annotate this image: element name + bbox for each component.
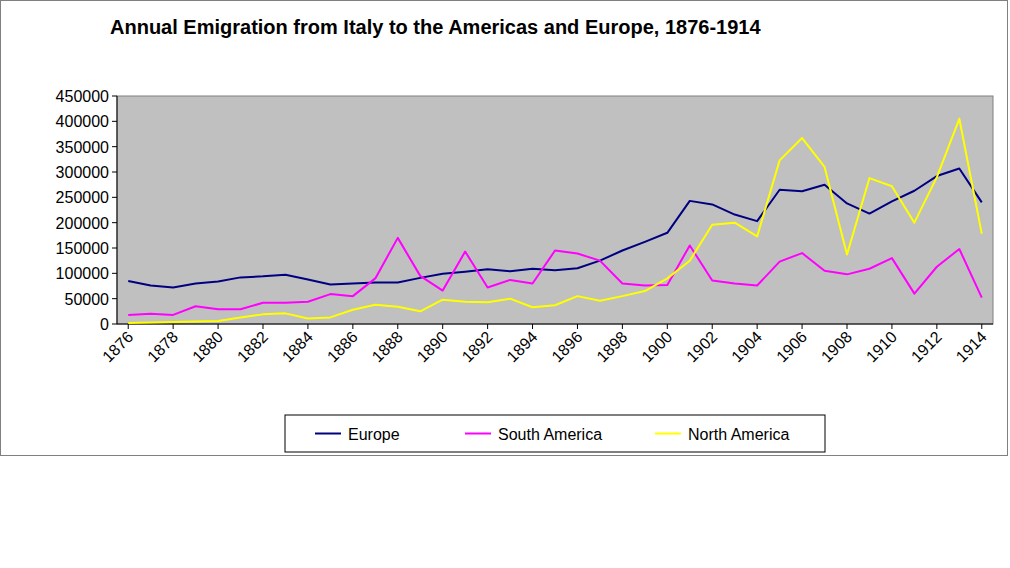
y-tick-label: 0 (100, 316, 109, 333)
y-tick (112, 298, 117, 299)
y-tick (112, 222, 117, 223)
x-tick (263, 324, 264, 329)
x-tick (667, 324, 668, 329)
plot-area (117, 96, 993, 324)
x-axis (117, 324, 993, 325)
y-tick-label: 100000 (56, 265, 109, 282)
x-tick-label: 1908 (818, 328, 855, 365)
y-tick-label: 450000 (56, 88, 109, 105)
y-tick (112, 121, 117, 122)
y-tick (112, 248, 117, 249)
x-tick (712, 324, 713, 329)
x-tick-label: 1890 (414, 328, 451, 365)
x-tick-label: 1912 (908, 328, 945, 365)
x-tick (802, 324, 803, 329)
y-tick-label: 300000 (56, 164, 109, 181)
x-tick (173, 324, 174, 329)
legend-swatch (465, 433, 491, 435)
legend-label: North America (688, 426, 789, 443)
x-tick (352, 324, 353, 329)
x-tick (847, 324, 848, 329)
x-tick-label: 1884 (279, 328, 316, 365)
x-tick (532, 324, 533, 329)
chart-frame (1, 1, 1008, 456)
x-tick (218, 324, 219, 329)
x-tick (891, 324, 892, 329)
y-tick-label: 50000 (65, 291, 110, 308)
y-tick (112, 197, 117, 198)
x-tick-label: 1904 (728, 328, 765, 365)
y-tick-label: 400000 (56, 113, 109, 130)
x-tick (442, 324, 443, 329)
series-line (128, 119, 982, 323)
y-tick-label: 250000 (56, 189, 109, 206)
y-tick-label: 150000 (56, 240, 109, 257)
legend-label: Europe (348, 426, 400, 443)
x-tick-label: 1900 (638, 328, 675, 365)
legend-label: South America (498, 426, 602, 443)
x-tick-label: 1882 (234, 328, 271, 365)
x-tick (622, 324, 623, 329)
y-tick-label: 200000 (56, 215, 109, 232)
x-tick-label: 1894 (503, 328, 540, 365)
x-tick-label: 1878 (144, 328, 181, 365)
x-tick-label: 1886 (324, 328, 361, 365)
x-tick (128, 324, 129, 329)
x-tick-label: 1888 (369, 328, 406, 365)
series-group (128, 119, 982, 323)
x-tick (307, 324, 308, 329)
x-tick-label: 1906 (773, 328, 810, 365)
legend-swatch (315, 433, 341, 435)
x-tick (981, 324, 982, 329)
x-tick-label: 1896 (548, 328, 585, 365)
legend-swatch (655, 433, 681, 435)
y-tick (112, 172, 117, 173)
y-axis (117, 96, 118, 324)
x-tick-label: 1892 (459, 328, 496, 365)
x-tick-label: 1910 (863, 328, 900, 365)
x-tick-label: 1898 (593, 328, 630, 365)
series-line (128, 168, 982, 287)
title: Annual Emigration from Italy to the Amer… (110, 16, 761, 38)
y-tick (112, 273, 117, 274)
x-tick (757, 324, 758, 329)
x-tick (397, 324, 398, 329)
background (0, 0, 1010, 568)
x-tick (936, 324, 937, 329)
x-tick-label: 1914 (953, 328, 990, 365)
chart: Annual Emigration from Italy to the Amer… (0, 0, 1010, 568)
legend (285, 415, 825, 452)
y-tick (112, 96, 117, 97)
x-tick-label: 1880 (189, 328, 226, 365)
x-tick-label: 1876 (99, 328, 136, 365)
x-tick-label: 1902 (683, 328, 720, 365)
series-line (128, 238, 982, 315)
y-tick-label: 350000 (56, 139, 109, 156)
x-tick (577, 324, 578, 329)
x-tick (487, 324, 488, 329)
y-tick (112, 324, 117, 325)
y-tick (112, 146, 117, 147)
